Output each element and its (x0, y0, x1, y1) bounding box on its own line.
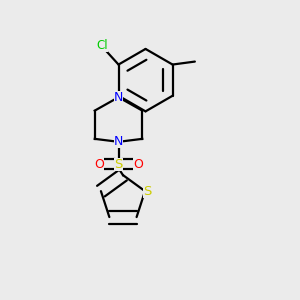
Text: N: N (114, 91, 123, 104)
Text: O: O (133, 158, 143, 171)
Text: N: N (114, 135, 123, 148)
Text: O: O (94, 158, 104, 171)
Text: Cl: Cl (96, 39, 108, 52)
Text: S: S (143, 184, 152, 198)
Text: S: S (114, 158, 123, 171)
